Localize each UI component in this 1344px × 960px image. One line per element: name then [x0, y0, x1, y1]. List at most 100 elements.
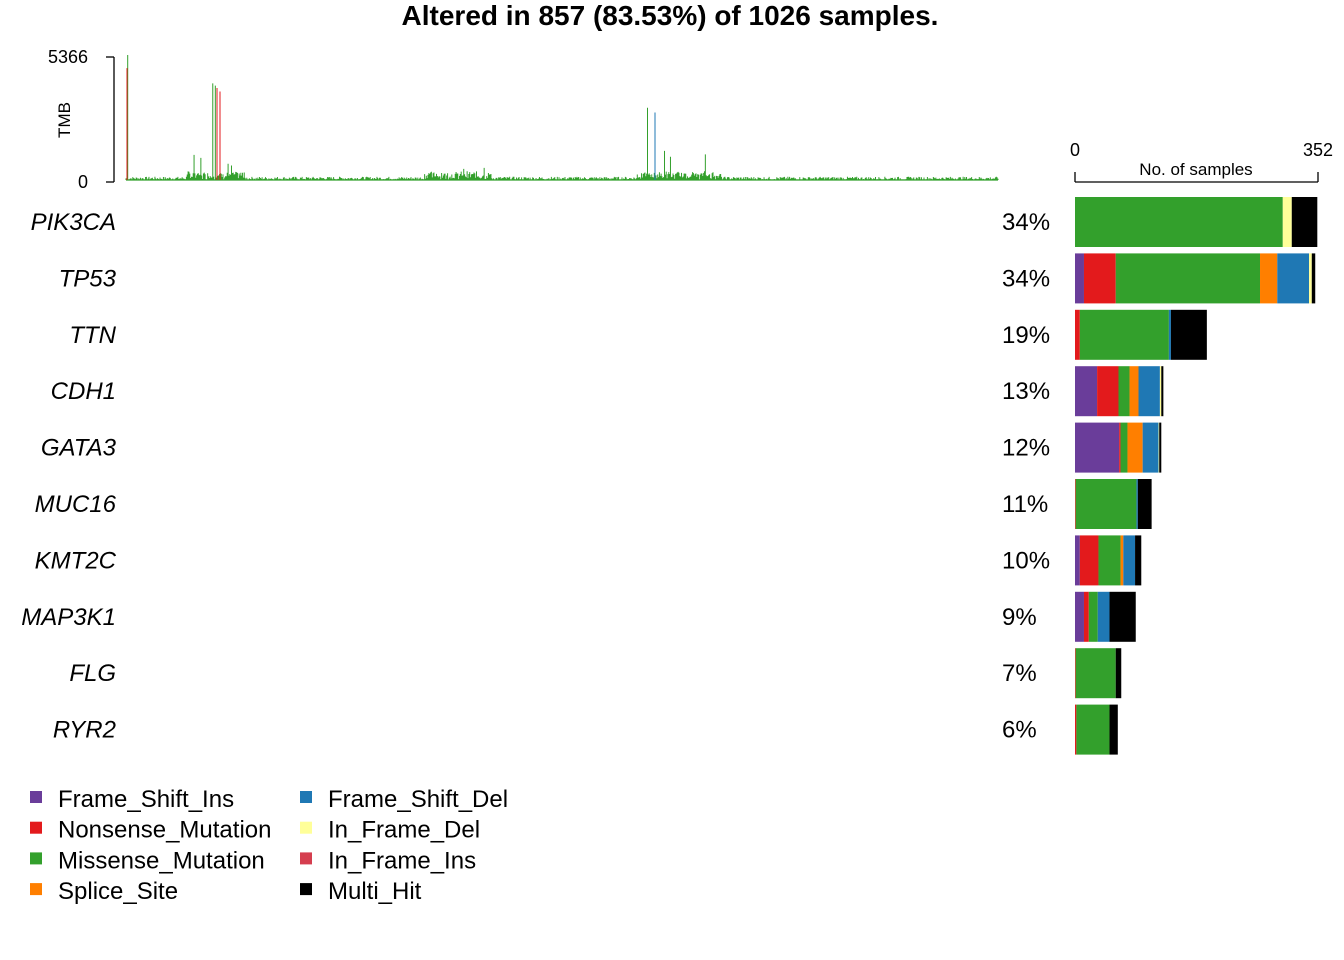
bar-segment-pik3ca-in-frame-del — [1282, 197, 1292, 247]
legend-swatch-missense-mutation — [30, 852, 42, 865]
gene-label-map3k1: MAP3K1 — [21, 604, 116, 631]
gene-label-kmt2c: KMT2C — [35, 547, 117, 574]
bar-segment-map3k1-multi-hit — [1109, 591, 1136, 642]
bar-segment-muc16-nonsense-mutation — [1075, 479, 1076, 529]
percentage-label-gata3: 12% — [1002, 435, 1050, 462]
tmb-panel: 5366 0 TMB — [48, 47, 999, 192]
bar-segment-cdh1-nonsense-mutation — [1097, 366, 1119, 417]
bar-segment-kmt2c-multi-hit — [1135, 535, 1142, 586]
gene-label-gata3: GATA3 — [41, 435, 117, 462]
bar-segment-gata3-frame-shift-del — [1142, 422, 1159, 473]
legend-label-in-frame-ins: In_Frame_Ins — [328, 847, 476, 874]
bar-segment-pik3ca-missense-mutation — [1075, 197, 1283, 247]
bar-segment-map3k1-missense-mutation — [1088, 591, 1098, 642]
legend-swatch-frame-shift-ins — [30, 791, 42, 803]
sample-axis-label: No. of samples — [1139, 160, 1252, 179]
legend: Frame_Shift_Ins Nonsense_Mutation Missense… — [30, 786, 508, 905]
percentage-label-flg: 7% — [1002, 660, 1037, 687]
tmb-bars — [125, 55, 999, 181]
bar-segment-tp53-nonsense-mutation — [1083, 253, 1116, 304]
bar-segment-tp53-multi-hit — [1311, 253, 1316, 304]
stacked-bars — [1075, 197, 1318, 755]
percentage-labels: 34% 34% 19% 13% 12% 11% 10% 9% 7% 6% — [1002, 209, 1050, 744]
bar-segment-tp53-splice-site — [1260, 253, 1278, 304]
bar-segment-cdh1-in-frame-del — [1159, 366, 1162, 417]
gene-label-flg: FLG — [69, 660, 116, 687]
bar-segment-cdh1-multi-hit — [1161, 366, 1164, 417]
bar-segment-cdh1-frame-shift-ins — [1075, 366, 1098, 417]
bar-segment-ttn-nonsense-mutation — [1075, 309, 1080, 360]
legend-label-missense-mutation: Missense_Mutation — [58, 847, 265, 874]
bar-segment-muc16-multi-hit — [1137, 479, 1152, 529]
bar-segment-gata3-multi-hit — [1159, 422, 1162, 473]
percentage-label-ryr2: 6% — [1002, 717, 1037, 744]
gene-label-muc16: MUC16 — [35, 491, 117, 518]
bar-segment-map3k1-nonsense-mutation — [1083, 591, 1089, 642]
bar-segment-muc16-missense-mutation — [1075, 479, 1137, 529]
bar-segment-gata3-missense-mutation — [1120, 422, 1128, 473]
gene-label-tp53: TP53 — [59, 265, 117, 292]
sample-axis-tick-min: 0 — [1070, 140, 1080, 160]
chart-title: Altered in 857 (83.53%) of 1026 samples. — [402, 0, 939, 31]
bar-segment-pik3ca-multi-hit — [1291, 197, 1318, 247]
gene-labels: PIK3CA TP53 TTN CDH1 GATA3 MUC16 KMT2C MAP3K1 FL… — [21, 209, 116, 744]
bar-segment-gata3-in-frame-del — [1158, 422, 1160, 473]
tmb-tick-min: 0 — [78, 172, 88, 192]
bar-segment-kmt2c-frame-shift-ins — [1075, 535, 1080, 586]
bar-segment-cdh1-splice-site — [1129, 366, 1139, 417]
percentage-label-kmt2c: 10% — [1002, 547, 1050, 574]
legend-label-frame-shift-del: Frame_Shift_Del — [328, 786, 508, 813]
bar-segment-kmt2c-missense-mutation — [1098, 535, 1121, 586]
percentage-label-tp53: 34% — [1002, 265, 1050, 292]
bar-segment-flg-missense-mutation — [1075, 648, 1116, 699]
bar-segment-cdh1-frame-shift-del — [1138, 366, 1160, 417]
bar-segment-tp53-in-frame-del — [1309, 253, 1312, 304]
bar-segment-ttn-frame-shift-del — [1168, 309, 1171, 360]
bar-segment-gata3-splice-site — [1127, 422, 1143, 473]
gene-label-ryr2: RYR2 — [53, 717, 116, 744]
bar-segment-gata3-nonsense-mutation — [1119, 422, 1121, 473]
gene-label-cdh1: CDH1 — [51, 378, 116, 405]
percentage-label-map3k1: 9% — [1002, 604, 1037, 631]
legend-label-nonsense-mutation: Nonsense_Mutation — [58, 817, 271, 844]
bar-segment-ttn-multi-hit — [1170, 309, 1207, 360]
bar-segment-ryr2-missense-mutation — [1076, 704, 1110, 755]
tmb-tick-max: 5366 — [48, 47, 88, 67]
bar-segment-tp53-frame-shift-ins — [1075, 253, 1084, 304]
legend-swatch-splice-site — [30, 883, 42, 896]
bar-segment-ryr2-nonsense-mutation — [1075, 704, 1077, 755]
legend-swatch-in-frame-ins — [300, 852, 312, 865]
legend-label-multi-hit: Multi_Hit — [328, 878, 422, 905]
bar-segment-flg-multi-hit — [1115, 648, 1122, 699]
percentage-label-muc16: 11% — [1002, 491, 1048, 518]
bar-segment-tp53-frame-shift-del — [1277, 253, 1310, 304]
legend-swatch-multi-hit — [300, 883, 312, 896]
legend-swatch-frame-shift-del — [300, 791, 312, 803]
gene-label-ttn: TTN — [69, 322, 116, 349]
percentage-label-ttn: 19% — [1002, 322, 1050, 349]
bar-segment-kmt2c-nonsense-mutation — [1079, 535, 1099, 586]
percentage-label-cdh1: 13% — [1002, 378, 1050, 405]
legend-label-splice-site: Splice_Site — [58, 878, 178, 905]
bar-segment-flg-nonsense-mutation — [1075, 648, 1076, 699]
bar-segment-ryr2-multi-hit — [1109, 704, 1118, 755]
legend-label-frame-shift-ins: Frame_Shift_Ins — [58, 786, 234, 813]
percentage-label-pik3ca: 34% — [1002, 209, 1050, 236]
bar-segment-muc16-frame-shift-del — [1136, 479, 1138, 529]
tmb-sample-bars — [125, 55, 999, 180]
bar-segment-tp53-missense-mutation — [1115, 253, 1261, 304]
bar-segment-ttn-missense-mutation — [1079, 309, 1169, 360]
bar-segment-cdh1-missense-mutation — [1118, 366, 1130, 417]
bar-segment-map3k1-frame-shift-ins — [1075, 591, 1084, 642]
tmb-y-axis-label: TMB — [55, 102, 74, 138]
gene-label-pik3ca: PIK3CA — [31, 209, 116, 236]
bar-segment-map3k1-frame-shift-del — [1097, 591, 1110, 642]
bar-segment-gata3-frame-shift-ins — [1075, 422, 1120, 473]
bar-segment-kmt2c-splice-site — [1120, 535, 1124, 586]
legend-swatch-in-frame-del — [300, 821, 312, 834]
bar-segment-kmt2c-frame-shift-del — [1123, 535, 1136, 586]
sample-count-axis: 0 352 No. of samples — [1070, 140, 1333, 183]
legend-label-in-frame-del: In_Frame_Del — [328, 817, 480, 844]
sample-axis-tick-max: 352 — [1303, 140, 1333, 160]
